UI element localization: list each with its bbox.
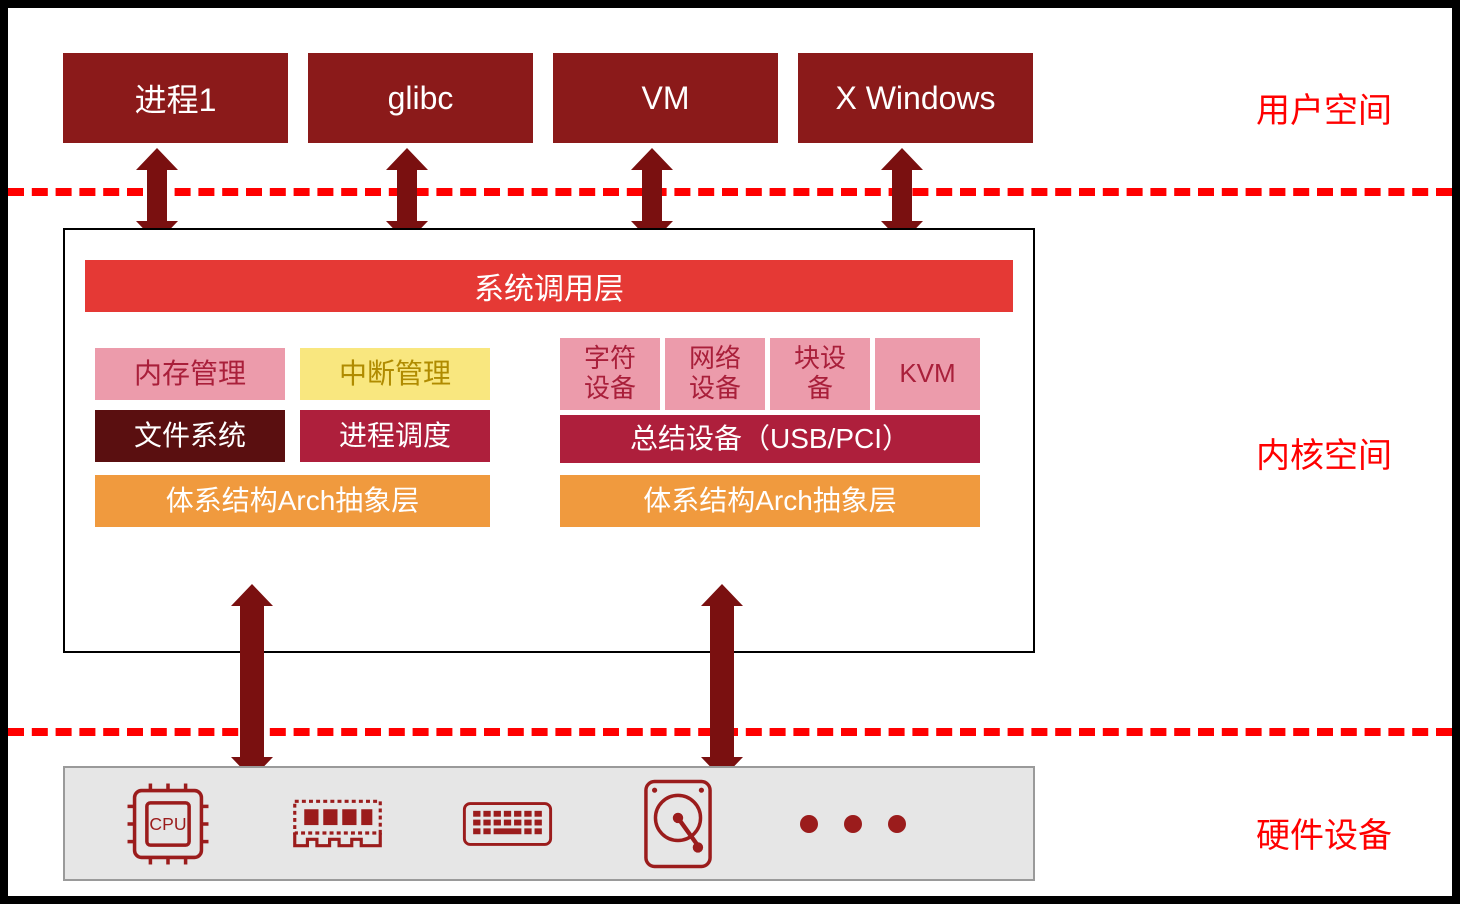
hardware-bar: CPU [63, 766, 1035, 881]
kernel-module-block: 字符 设备 [560, 338, 660, 410]
bidir-arrow-icon [232, 584, 272, 779]
hdd-icon [630, 779, 725, 869]
syscall-layer: 系统调用层 [85, 260, 1013, 312]
kernel-module-block: 内存管理 [95, 348, 285, 400]
diagram-outer-frame: 用户空间 内核空间 硬件设备 进程1glibcVMX Windows 系统调用层… [0, 0, 1460, 904]
section-label-hardware: 硬件设备 [1256, 808, 1392, 857]
svg-text:CPU: CPU [149, 814, 186, 834]
kernel-module-block: 总结设备（USB/PCI） [560, 415, 980, 463]
user-process-box: glibc [308, 53, 533, 143]
section-label-user: 用户空间 [1256, 83, 1392, 132]
user-process-box: 进程1 [63, 53, 288, 143]
ellipsis-icon [800, 815, 906, 833]
ram-icon [290, 779, 385, 869]
layer-divider [8, 188, 1452, 196]
kernel-module-block: 网络 设备 [665, 338, 765, 410]
section-label-kernel: 内核空间 [1256, 428, 1392, 477]
kernel-module-block: 进程调度 [300, 410, 490, 462]
cpu-icon: CPU [120, 779, 215, 869]
kernel-module-block: 块设 备 [770, 338, 870, 410]
user-process-box: VM [553, 53, 778, 143]
bidir-arrow-icon [702, 584, 742, 779]
kernel-module-block: KVM [875, 338, 980, 410]
kernel-frame: 系统调用层 内存管理中断管理文件系统进程调度体系结构Arch抽象层 字符 设备网络… [63, 228, 1035, 653]
kernel-module-block: 体系结构Arch抽象层 [560, 475, 980, 527]
kernel-module-block: 文件系统 [95, 410, 285, 462]
kernel-module-block: 中断管理 [300, 348, 490, 400]
user-process-box: X Windows [798, 53, 1033, 143]
kernel-module-block: 体系结构Arch抽象层 [95, 475, 490, 527]
keyboard-icon [460, 779, 555, 869]
